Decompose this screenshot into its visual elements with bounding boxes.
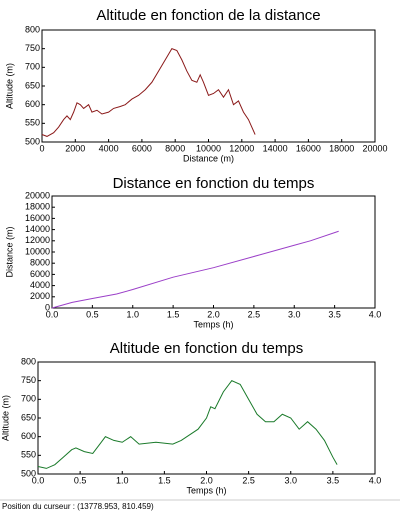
data-line bbox=[41, 48, 256, 137]
y-tick-label: 20000 bbox=[25, 190, 50, 200]
x-tick-label: 0.5 bbox=[74, 475, 87, 485]
y-tick-label: 750 bbox=[21, 375, 36, 385]
x-tick-label: 0.0 bbox=[32, 475, 45, 485]
x-tick-label: 6000 bbox=[132, 143, 152, 153]
y-tick-label: 800 bbox=[25, 24, 40, 34]
x-tick-label: 1.5 bbox=[158, 475, 171, 485]
x-tick-label: 12000 bbox=[229, 143, 254, 153]
x-tick-label: 3.0 bbox=[284, 475, 297, 485]
y-tick-label: 12000 bbox=[25, 235, 50, 245]
y-axis-label: Altitude (m) bbox=[4, 63, 14, 109]
y-tick-label: 6000 bbox=[30, 269, 50, 279]
x-tick-label: 2000 bbox=[65, 143, 85, 153]
status-text: Position du curseur : (13778.953, 810.45… bbox=[2, 502, 154, 511]
plot-frame bbox=[51, 195, 376, 309]
x-tick-label: 4.0 bbox=[369, 309, 382, 319]
y-tick-label: 550 bbox=[21, 450, 36, 460]
x-tick-label: 18000 bbox=[329, 143, 354, 153]
x-tick-label: 16000 bbox=[296, 143, 321, 153]
y-tick-label: 650 bbox=[21, 412, 36, 422]
x-tick-label: 1.0 bbox=[126, 309, 139, 319]
y-tick-label: 550 bbox=[25, 118, 40, 128]
y-tick-label: 18000 bbox=[25, 202, 50, 212]
y-tick-label: 2000 bbox=[30, 291, 50, 301]
y-tick-label: 750 bbox=[25, 43, 40, 53]
y-tick-label: 650 bbox=[25, 80, 40, 90]
y-tick-label: 700 bbox=[21, 394, 36, 404]
x-tick-label: 2.0 bbox=[200, 475, 213, 485]
y-tick-label: 16000 bbox=[25, 213, 50, 223]
x-axis-label: Distance (m) bbox=[183, 153, 234, 163]
x-tick-label: 0 bbox=[39, 143, 44, 153]
data-line bbox=[37, 380, 338, 469]
y-tick-label: 4000 bbox=[30, 280, 50, 290]
y-tick-label: 10000 bbox=[25, 246, 50, 256]
y-tick-label: 500 bbox=[21, 468, 36, 478]
x-tick-label: 14000 bbox=[263, 143, 288, 153]
chart-title: Altitude en fonction de la distance bbox=[96, 7, 320, 24]
chart-title: Distance en fonction du temps bbox=[113, 175, 315, 192]
x-tick-label: 20000 bbox=[362, 143, 387, 153]
x-tick-label: 3.5 bbox=[328, 309, 341, 319]
y-tick-label: 8000 bbox=[30, 258, 50, 268]
x-tick-label: 3.5 bbox=[327, 475, 340, 485]
y-axis-label: Altitude (m) bbox=[0, 395, 10, 441]
x-tick-label: 2.0 bbox=[207, 309, 220, 319]
data-line bbox=[51, 230, 339, 309]
x-tick-label: 4000 bbox=[99, 143, 119, 153]
x-tick-label: 3.0 bbox=[288, 309, 301, 319]
y-tick-label: 800 bbox=[21, 356, 36, 366]
x-tick-label: 0.5 bbox=[86, 309, 99, 319]
y-tick-label: 600 bbox=[25, 99, 40, 109]
y-axis-label: Distance (m) bbox=[4, 226, 14, 277]
y-tick-label: 0 bbox=[45, 302, 50, 312]
x-tick-label: 8000 bbox=[165, 143, 185, 153]
y-tick-label: 600 bbox=[21, 431, 36, 441]
x-tick-label: 1.0 bbox=[116, 475, 129, 485]
x-tick-label: 4.0 bbox=[369, 475, 382, 485]
y-tick-label: 14000 bbox=[25, 224, 50, 234]
x-tick-label: 2.5 bbox=[248, 309, 261, 319]
x-tick-label: 10000 bbox=[196, 143, 221, 153]
x-tick-label: 0.0 bbox=[46, 309, 59, 319]
y-tick-label: 700 bbox=[25, 62, 40, 72]
x-tick-label: 1.5 bbox=[167, 309, 180, 319]
chart-title: Altitude en fonction du temps bbox=[110, 340, 303, 357]
y-tick-label: 500 bbox=[25, 136, 40, 146]
x-axis-label: Temps (h) bbox=[193, 319, 233, 329]
x-axis-label: Temps (h) bbox=[186, 485, 226, 495]
x-tick-label: 2.5 bbox=[242, 475, 255, 485]
plot-frame bbox=[41, 29, 376, 143]
